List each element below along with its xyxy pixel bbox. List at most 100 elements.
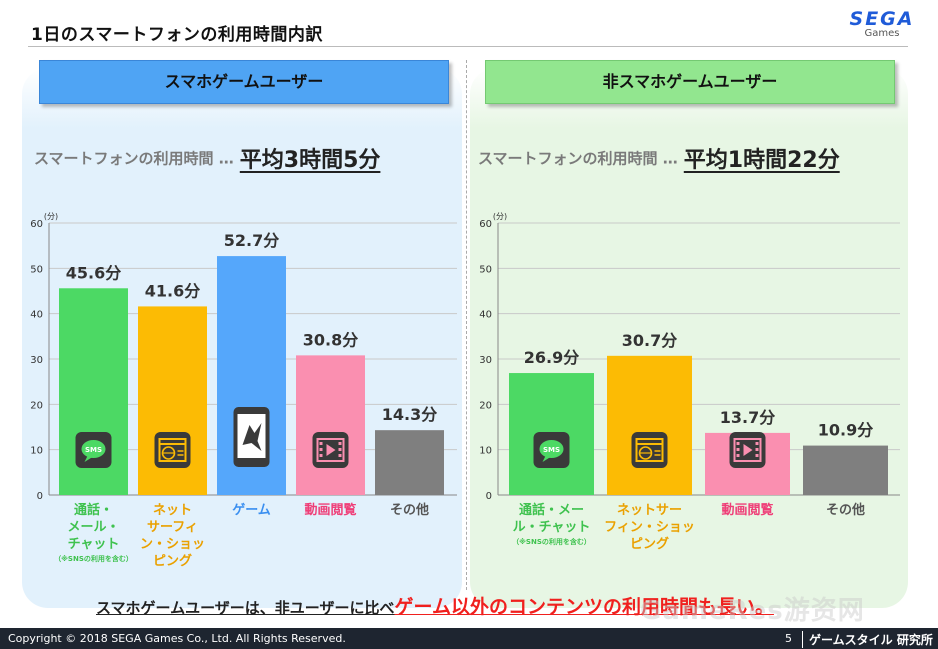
left-sms-icon-text: SMS <box>85 446 102 454</box>
left-video-icon-frame <box>316 438 345 462</box>
right-video-icon-hole-l <box>736 448 740 451</box>
left-category-label: ピング <box>153 553 192 569</box>
right-category-label: 動画閲覧 <box>721 502 773 518</box>
tagline-highlight: ゲーム以外のコンテンツの利用時間も長い。 <box>394 596 774 618</box>
right-category-label: ル・チャット <box>513 520 591 535</box>
tagline-part1: スマホゲームユーザーは、非ユーザーに比べ <box>96 599 395 617</box>
right-web-icon-bg <box>631 432 668 468</box>
left-y-tick-label: 30 <box>30 355 43 366</box>
left-category-label: チャット <box>68 537 120 552</box>
right-usage-value: 平均1時間22分 <box>683 148 840 173</box>
left-category-note: （※SNSの利用を含む） <box>54 554 133 563</box>
right-bar-chart: 0 10 20 30 40 50 60(分) 26.9分 SMS 通話・メール・チャット （※SNS… <box>479 212 900 552</box>
right-web-icon-frame <box>635 438 664 462</box>
right-value-label: 13.7分 <box>720 408 775 427</box>
left-value-label: 45.6分 <box>66 263 121 282</box>
left-y-tick-label: 10 <box>30 446 43 457</box>
left-y-axis-unit: (分) <box>44 212 58 221</box>
right-y-tick-label: 20 <box>479 400 492 411</box>
left-value-label: 41.6分 <box>145 281 200 300</box>
right-video-icon-hole-r <box>755 442 759 445</box>
logo-wordmark: SEGA <box>849 8 915 30</box>
left-web-icon-bg <box>154 432 191 468</box>
left-video-icon-play <box>326 444 336 456</box>
right-y-axis-unit: (分) <box>493 212 507 221</box>
right-category-label: ネットサー <box>617 503 682 518</box>
right-value-label: 30.7分 <box>622 331 677 350</box>
right-panel-background <box>470 68 908 608</box>
right-category-note: （※SNSの利用を含む） <box>512 537 591 546</box>
left-web-icon-frame <box>158 438 187 462</box>
panel-divider <box>466 60 467 590</box>
right-usage-summary: スマートフォンの利用時間 … 平均1時間22分 <box>478 142 840 176</box>
left-video-icon-hole-r <box>338 454 342 457</box>
title-divider <box>28 46 908 47</box>
left-game-icon-dragon <box>242 423 262 451</box>
right-bar <box>607 355 692 495</box>
right-video-icon-hole-r <box>755 448 759 451</box>
page-number: 5 <box>785 632 792 645</box>
footer-brand: ゲームスタイル 研究所 <box>802 631 933 648</box>
right-video-icon-frame <box>733 438 762 462</box>
left-bar <box>296 355 365 495</box>
right-y-tick-label: 60 <box>479 219 492 230</box>
left-category-label: メール・ <box>67 520 119 535</box>
left-video-icon-hole-l <box>319 454 323 457</box>
right-category-label: 通話・メー <box>519 502 584 518</box>
watermark: GameRes游资网 <box>640 596 865 626</box>
left-usage-value: 平均3時間5分 <box>239 148 381 173</box>
left-bar <box>375 430 444 495</box>
left-panel-heading: スマホゲームユーザー <box>39 60 449 104</box>
right-sms-icon-text: SMS <box>543 446 560 454</box>
left-video-icon-hole-r <box>338 442 342 445</box>
left-video-icon-hole-r <box>338 448 342 451</box>
left-value-label: 14.3分 <box>382 405 437 424</box>
right-video-icon-hole-l <box>736 442 740 445</box>
right-y-tick-label: 40 <box>479 310 492 321</box>
right-y-tick-label: 30 <box>479 355 492 366</box>
left-category-label: ゲーム <box>232 502 271 518</box>
right-category-label: ピング <box>630 536 669 552</box>
left-y-tick-label: 20 <box>30 400 43 411</box>
left-category-label: 通話・ <box>74 502 113 518</box>
right-y-tick-label: 0 <box>486 491 492 502</box>
left-usage-summary: スマートフォンの利用時間 … 平均3時間5分 <box>34 142 380 176</box>
left-sms-icon-bubble <box>81 440 106 458</box>
left-category-label: サーフィ <box>147 520 198 535</box>
right-category-label: その他 <box>826 502 865 518</box>
footer-bar: Copyright © 2018 SEGA Games Co., Ltd. Al… <box>0 628 938 649</box>
left-category-label: 動画閲覧 <box>304 502 356 518</box>
left-y-tick-label: 0 <box>37 491 43 502</box>
right-y-tick-label: 10 <box>479 446 492 457</box>
left-value-label: 52.7分 <box>224 231 279 250</box>
right-value-label: 26.9分 <box>524 348 579 367</box>
left-bar-chart: 0 10 20 30 40 50 60(分) 45.6分 SMS 通話・メール・チャット （※SNS… <box>30 212 457 569</box>
left-category-label: その他 <box>390 502 429 518</box>
left-y-tick-label: 50 <box>30 264 43 275</box>
right-bar <box>803 445 888 495</box>
left-y-tick-label: 40 <box>30 310 43 321</box>
right-sms-icon-tail <box>542 456 551 462</box>
copyright-text: Copyright © 2018 SEGA Games Co., Ltd. Al… <box>8 632 346 645</box>
left-category-label: ン・ショッ <box>140 537 205 552</box>
left-category-label: ネット <box>153 503 192 518</box>
right-category-label: フィン・ショッ <box>604 520 695 535</box>
left-sms-icon-tail <box>84 456 93 462</box>
left-value-label: 30.8分 <box>303 330 358 349</box>
tagline: スマホゲームユーザーは、非ユーザーに比べゲーム以外のコンテンツの利用時間も長い。 <box>96 592 774 619</box>
left-video-icon-hole-l <box>319 448 323 451</box>
right-video-icon-hole-r <box>755 454 759 457</box>
right-value-label: 10.9分 <box>818 421 873 440</box>
left-y-tick-label: 60 <box>30 219 43 230</box>
right-panel-heading: 非スマホゲームユーザー <box>485 60 895 104</box>
right-usage-label: スマートフォンの利用時間 … <box>478 149 678 168</box>
right-sms-icon-bubble <box>539 440 564 458</box>
sega-logo: SEGA Games <box>846 8 918 48</box>
right-video-icon-play <box>743 444 753 456</box>
logo-subtext: Games <box>864 28 900 39</box>
left-usage-label: スマートフォンの利用時間 … <box>34 149 234 168</box>
left-video-icon-hole-l <box>319 442 323 445</box>
right-video-icon-hole-l <box>736 454 740 457</box>
right-y-tick-label: 50 <box>479 264 492 275</box>
page-title: 1日のスマートフォンの利用時間内訳 <box>31 25 323 45</box>
